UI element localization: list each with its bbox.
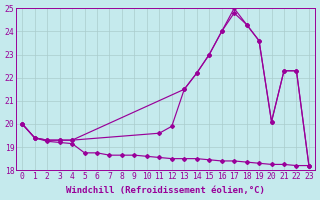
X-axis label: Windchill (Refroidissement éolien,°C): Windchill (Refroidissement éolien,°C) xyxy=(66,186,265,195)
